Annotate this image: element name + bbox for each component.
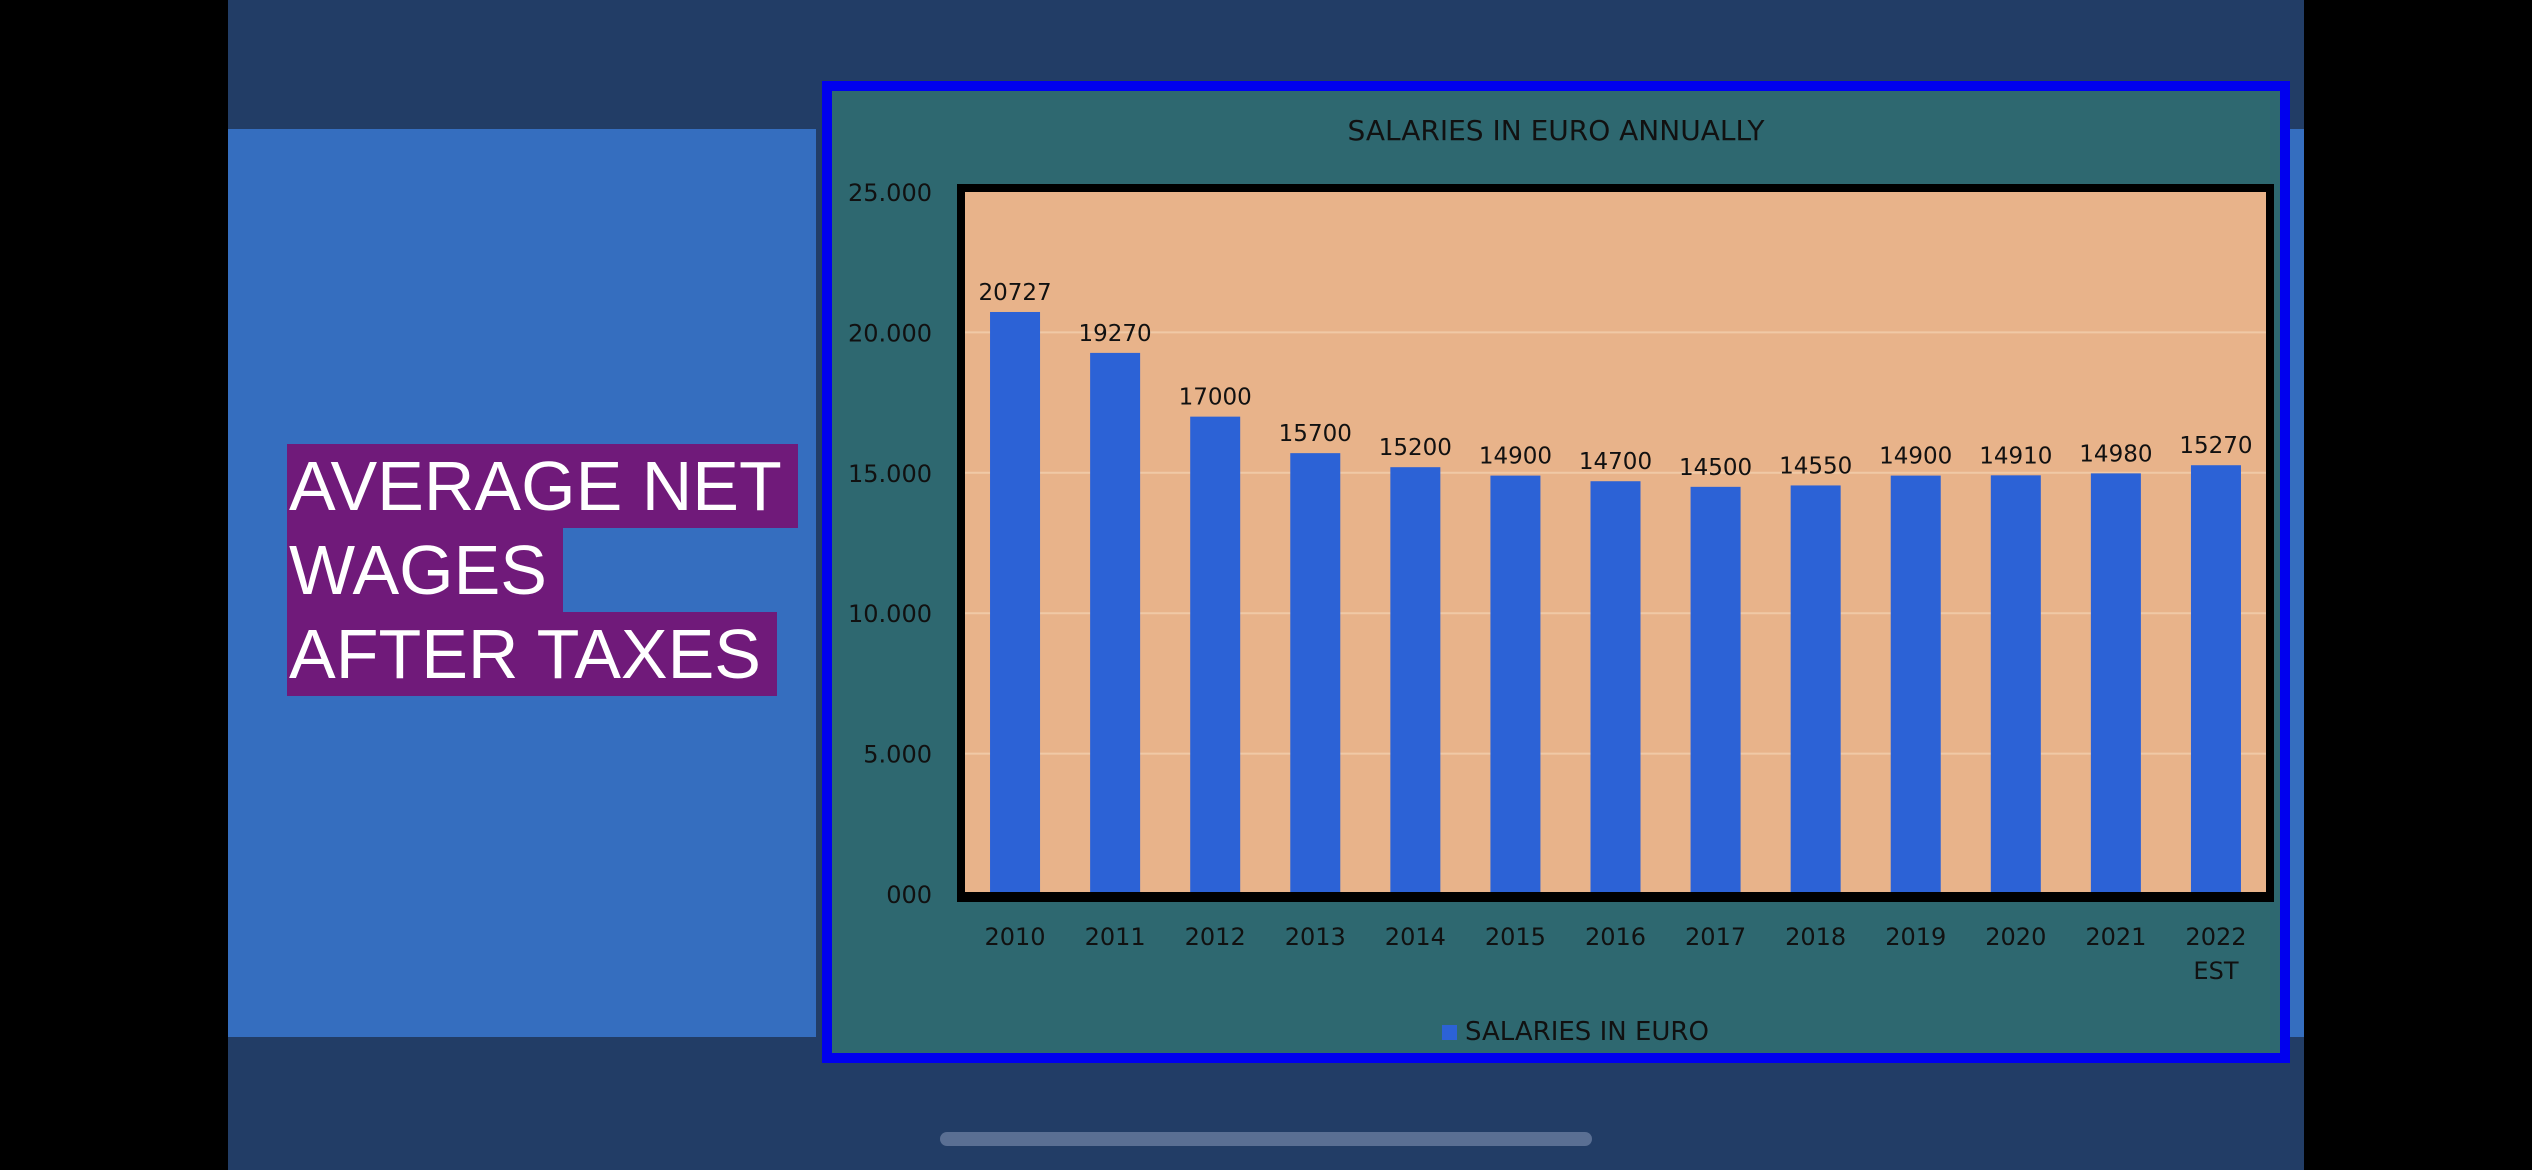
x-tick-label: 2011 [1085,923,1146,951]
x-tick-label: 2019 [1885,923,1946,951]
data-label: 14500 [1679,455,1752,481]
bar [1190,416,1241,894]
y-tick-label: 15.000 [848,460,932,488]
data-label: 14900 [1479,444,1552,470]
bar [1490,475,1541,894]
data-label: 14980 [2079,441,2152,467]
home-indicator[interactable] [940,1132,1592,1146]
data-label: 14700 [1579,449,1652,475]
x-tick-label: EST [2193,957,2238,985]
x-tick-label: 2015 [1485,923,1546,951]
x-tick-label: 2016 [1585,923,1646,951]
data-label: 14910 [1979,443,2052,469]
legend-swatch [1442,1025,1457,1040]
x-tick-label: 2010 [984,923,1045,951]
x-tick-label: 2013 [1285,923,1346,951]
chart-container: SALARIES IN EURO ANNUALLY 000 5.000 10.000 1… [822,81,2290,1063]
bar [1290,453,1341,894]
y-tick-label: 25.000 [848,179,932,207]
data-label: 15700 [1279,421,1352,447]
slide-title-line-1: AVERAGE NET [287,444,798,528]
y-tick-label: 5.000 [863,741,932,769]
bar [1390,467,1441,894]
bar [1690,486,1741,894]
data-label: 17000 [1179,385,1252,411]
x-tick-label: 2021 [2085,923,2146,951]
x-tick-label: 2014 [1385,923,1446,951]
x-tick-label: 2012 [1185,923,1246,951]
slide-title: AVERAGE NET WAGES AFTER TAXES [287,444,798,696]
bar [2190,465,2241,894]
y-tick-label: 20.000 [848,319,932,347]
x-tick-label: 2022 [2185,923,2246,951]
legend-label: SALARIES IN EURO [1465,1017,1709,1047]
bar [1590,481,1641,894]
slide-title-line-2: WAGES [287,528,563,612]
data-label: 14900 [1879,444,1952,470]
y-tick-label: 000 [886,881,932,909]
data-label: 19270 [1079,321,1152,347]
x-tick-label: 2018 [1785,923,1846,951]
bar [2090,473,2141,894]
chart-title: SALARIES IN EURO ANNUALLY [1348,114,1766,147]
y-tick-label: 10.000 [848,600,932,628]
bar [1990,475,2041,894]
bar [1790,485,1841,894]
x-tick-label: 2020 [1985,923,2046,951]
bar [1890,475,1941,894]
bar-chart: SALARIES IN EURO ANNUALLY 000 5.000 10.000 1… [848,114,2274,1047]
bar [990,311,1041,894]
slide-title-line-3: AFTER TAXES [287,612,777,696]
x-tick-label: 2017 [1685,923,1746,951]
bar [1090,352,1141,894]
data-label: 20727 [978,280,1051,306]
data-label: 14550 [1779,453,1852,479]
data-label: 15270 [2179,433,2252,459]
data-label: 15200 [1379,435,1452,461]
